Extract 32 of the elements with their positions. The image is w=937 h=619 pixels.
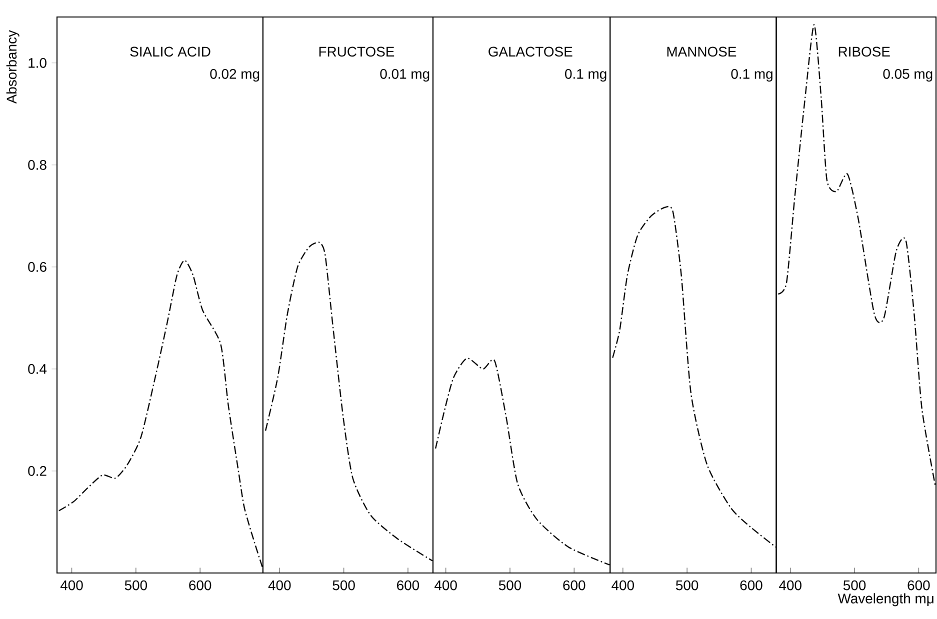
x-tick-label: 600 (189, 580, 212, 590)
x-axis-title: Wavelength mμ (838, 593, 934, 606)
y-tick-label: 0.2 (28, 466, 46, 476)
x-tick-label: 400 (434, 580, 457, 590)
text: SIALIC ACID (130, 46, 210, 57)
text: 0.02 mg (210, 68, 260, 82)
x-tick-label: 500 (843, 580, 866, 590)
x-tick-label: 500 (124, 580, 147, 590)
text: 0.01 mg (380, 68, 430, 82)
x-tick-label: 400 (268, 580, 291, 590)
x-tick-label: 600 (397, 580, 420, 590)
x-tick-label: 500 (498, 580, 522, 590)
x-tick-label: 400 (612, 580, 634, 590)
text: RIBOSE (838, 46, 890, 57)
y-tick-label: 1.0 (28, 58, 46, 68)
x-tick-label: 400 (60, 580, 83, 590)
x-tick-label: 600 (740, 580, 762, 590)
text: MANNOSE (667, 46, 736, 57)
text: FRUCTOSE (319, 46, 394, 57)
x-tick-label: 400 (779, 580, 802, 590)
text: 0.05 mg (883, 68, 932, 82)
y-tick-label: 0.6 (28, 262, 46, 272)
x-tick-label: 500 (676, 580, 698, 590)
y-tick-label: 0.4 (28, 364, 47, 374)
text: 0.1 mg (731, 68, 772, 82)
x-tick-label: 600 (908, 580, 930, 590)
x-tick-label: 600 (563, 580, 586, 590)
text: 0.1 mg (565, 68, 606, 82)
text: GALACTOSE (488, 46, 572, 57)
y-tick-label: 0.8 (28, 160, 46, 170)
y-axis-title: Absorbancy (6, 30, 20, 104)
x-tick-label: 500 (332, 580, 355, 590)
